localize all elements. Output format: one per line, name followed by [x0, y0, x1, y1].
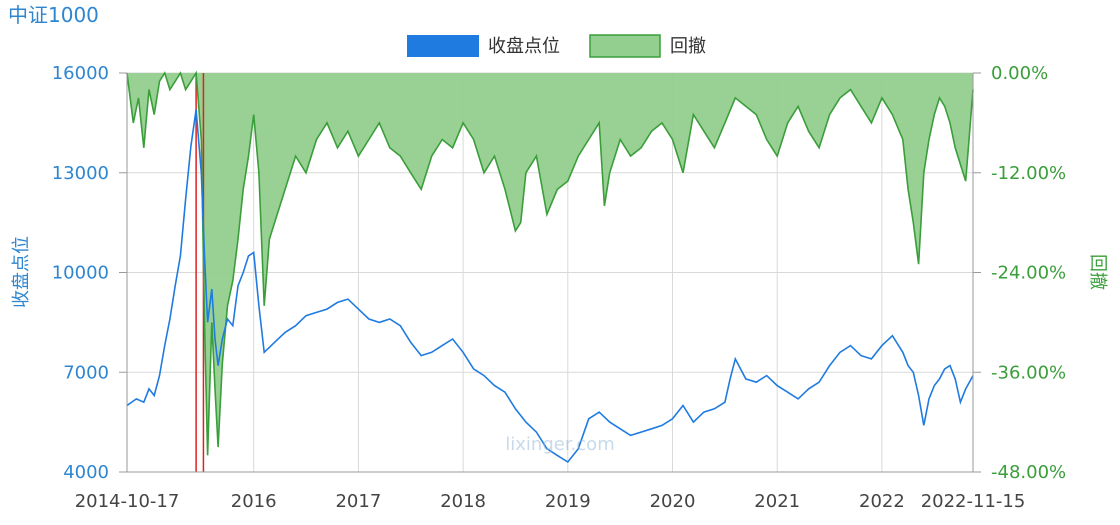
legend-swatch-close: [407, 35, 479, 57]
legend[interactable]: 收盘点位 回撤: [407, 34, 706, 58]
x-tick-label-7: 2022: [859, 491, 905, 512]
drawdown-line: [126, 70, 974, 456]
chart-title: 中证1000: [8, 3, 99, 27]
x-tick-label-4: 2019: [545, 491, 591, 512]
drawdown-area: [127, 73, 973, 456]
drawdown-area-fill: [127, 73, 973, 456]
x-tick-label-2: 2017: [335, 491, 381, 512]
y-right-tick-label-1: -12.00%: [991, 163, 1066, 184]
y-left-tick-label-1: 13000: [52, 163, 109, 184]
y-left-tick-label-2: 10000: [52, 263, 109, 284]
x-tick-label-8: 2022-11-15: [921, 491, 1026, 512]
y-right-tick-label-0: 0.00%: [991, 63, 1048, 84]
y-left-tick-label-3: 7000: [63, 362, 109, 383]
close-price-line: [126, 109, 974, 464]
x-tick-label-3: 2018: [440, 491, 486, 512]
y-right-tick-label-4: -48.00%: [991, 462, 1066, 483]
legend-label-close: 收盘点位: [488, 36, 560, 57]
legend-label-drawdown: 回撤: [670, 36, 706, 57]
x-tick-label-0: 2014-10-17: [75, 491, 180, 512]
y-right-tick-label-2: -24.00%: [991, 263, 1066, 284]
y-right-tick-label-3: -36.00%: [991, 362, 1066, 383]
y-left-tick-label-4: 4000: [63, 462, 109, 483]
x-tick-label-1: 2016: [231, 491, 277, 512]
x-tick-label-6: 2021: [754, 491, 800, 512]
y-axis-right-label: 回撤: [1087, 254, 1108, 290]
series-lines: [126, 70, 974, 464]
axes: 16000 13000 10000 7000 4000 0.00% -12.00% -24.0…: [52, 63, 1066, 512]
x-tick-label-5: 2020: [650, 491, 696, 512]
legend-swatch-drawdown: [589, 34, 661, 58]
watermark: lixinger.com: [505, 434, 614, 455]
watermark-text: lixinger.com: [505, 434, 614, 455]
y-left-tick-label-0: 16000: [52, 63, 109, 84]
y-axis-left-label: 收盘点位: [11, 236, 32, 308]
